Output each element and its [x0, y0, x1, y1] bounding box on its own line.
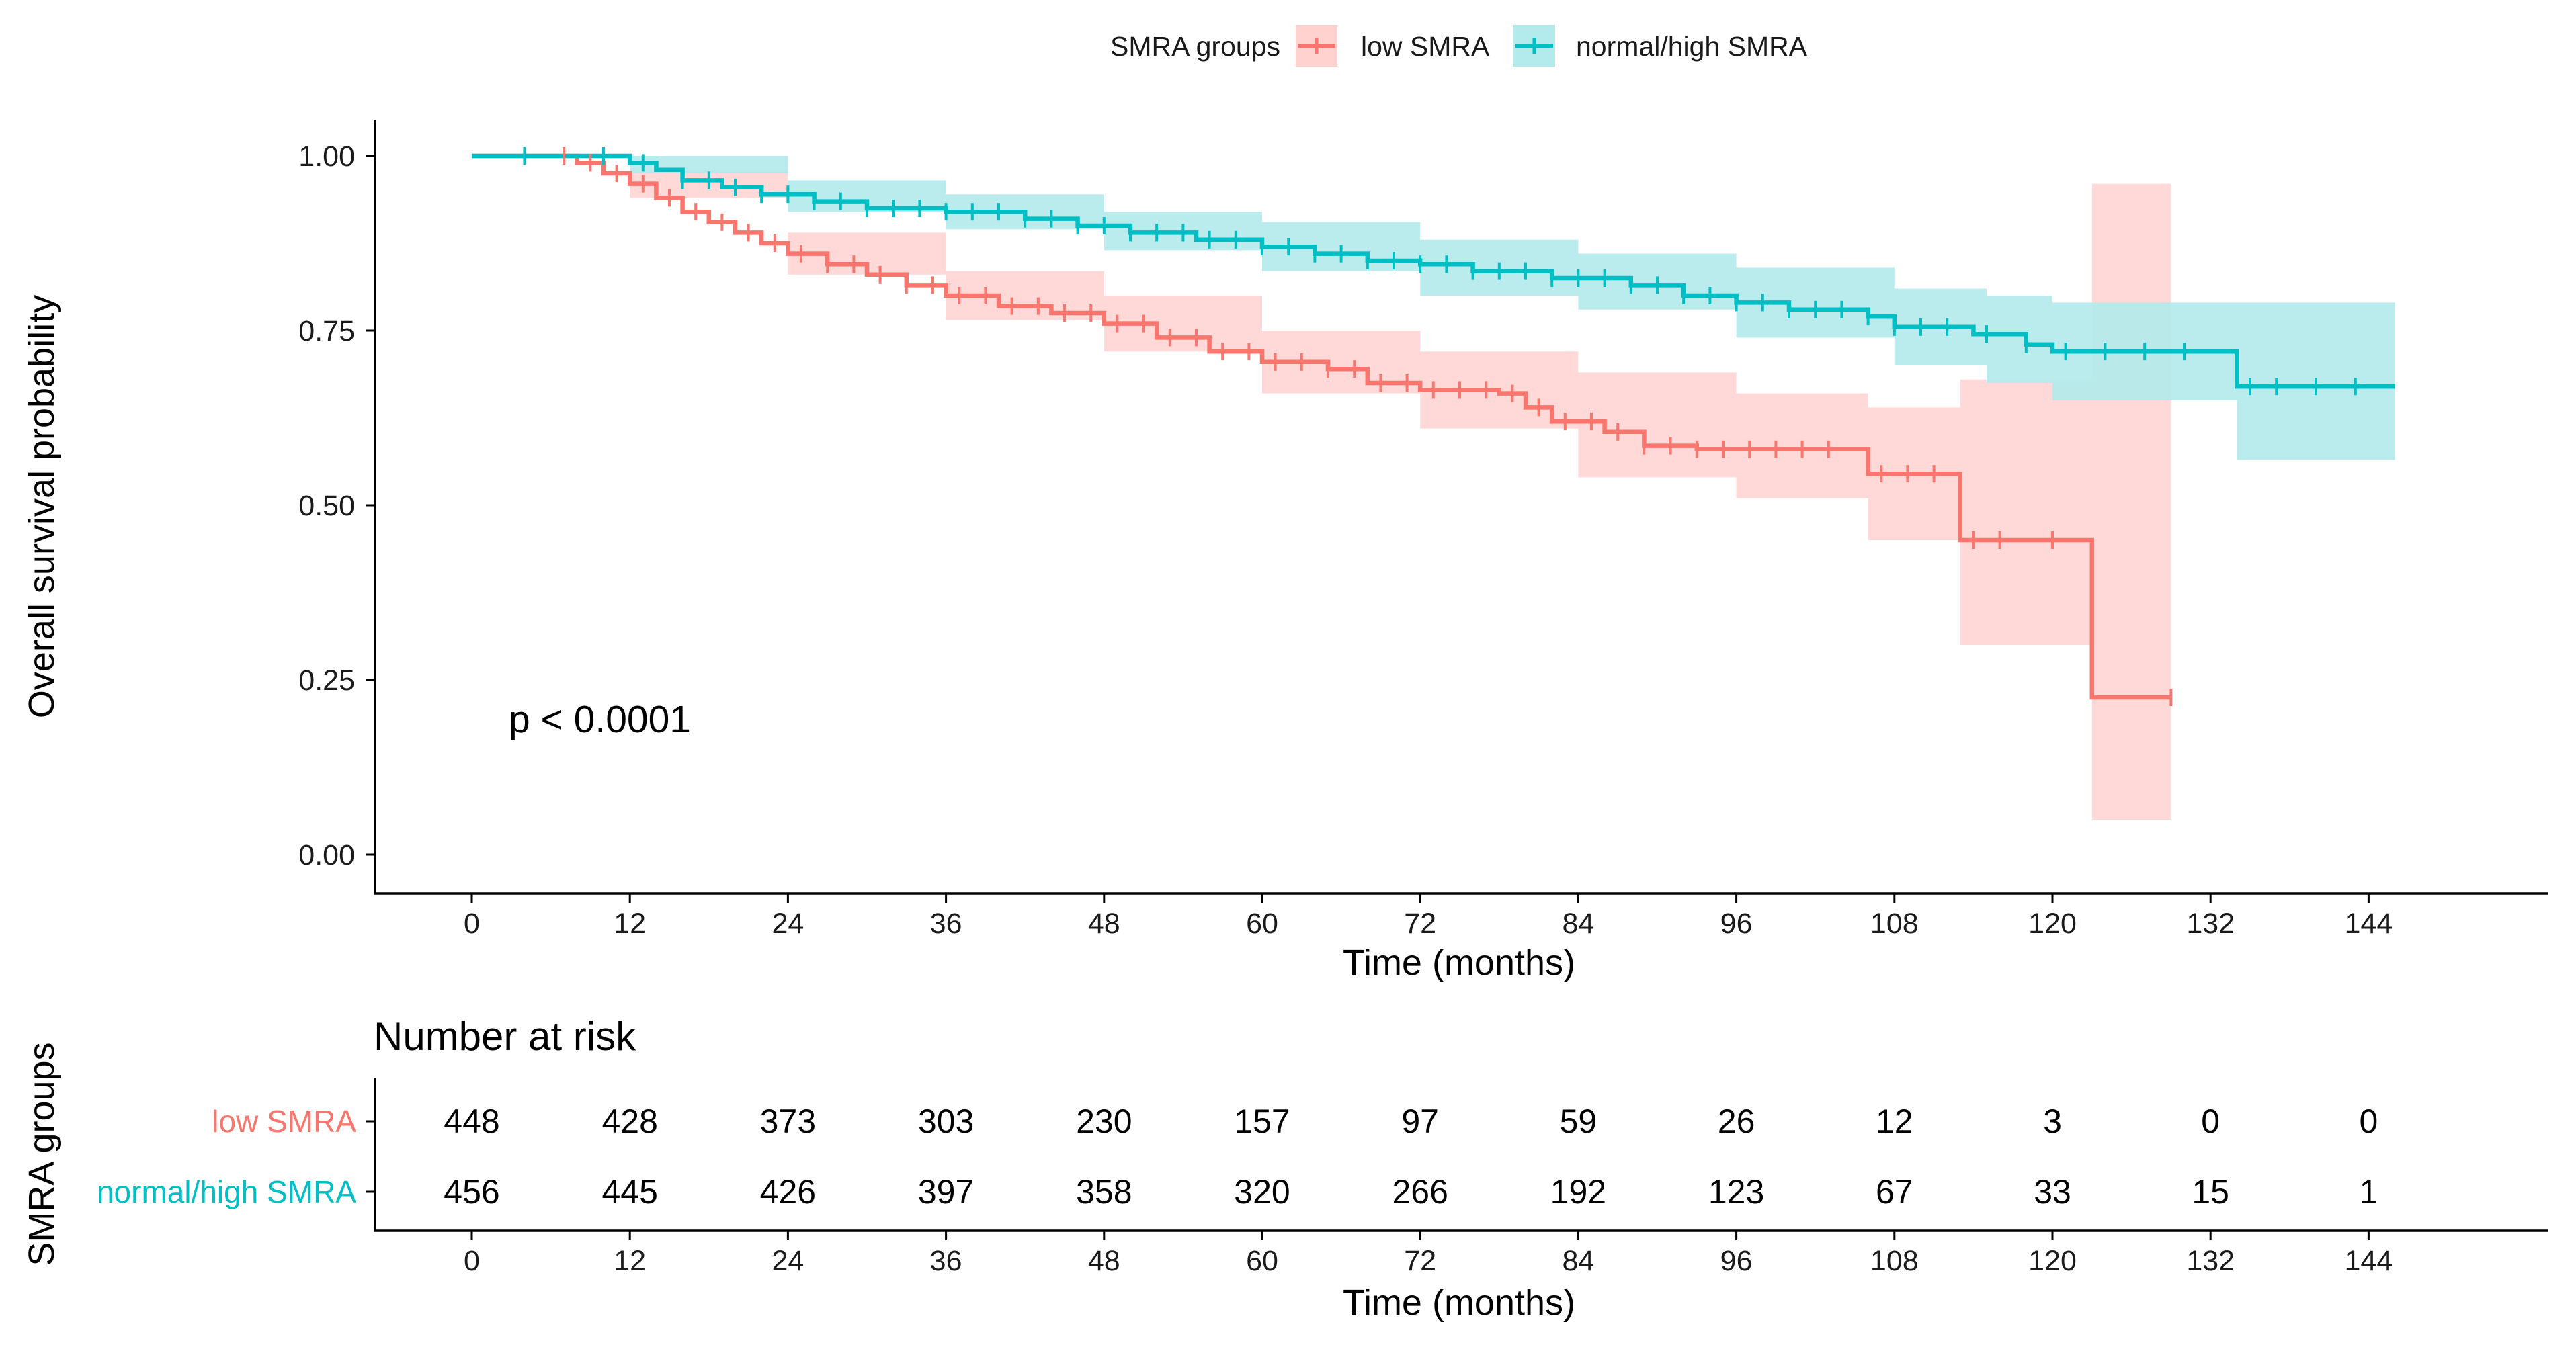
x-tick-label: 108: [1870, 908, 1919, 940]
x-tick-label: 120: [2028, 908, 2077, 940]
x-tick-label: 144: [2345, 908, 2393, 940]
ci-band-normal-high-smra: [472, 156, 2395, 460]
x-tick-label: 60: [1246, 908, 1278, 940]
x-tick-label: 132: [2186, 908, 2235, 940]
x-tick-label: 24: [772, 908, 804, 940]
risk-cell-normal-high-smra: 33: [2034, 1173, 2071, 1211]
legend-label-low: low SMRA: [1361, 31, 1490, 62]
confidence-bands: [472, 156, 2395, 820]
risk-cell-low-smra: 448: [444, 1102, 499, 1140]
risk-cell-normal-high-smra: 320: [1234, 1173, 1290, 1211]
risk-cell-normal-high-smra: 397: [918, 1173, 974, 1211]
risk-x-tick-label: 132: [2186, 1245, 2235, 1277]
risk-cell-low-smra: 12: [1876, 1102, 1913, 1140]
y-tick-label: 0.75: [298, 315, 355, 347]
p-value-annotation: p < 0.0001: [509, 698, 691, 741]
risk-cell-normal-high-smra: 358: [1076, 1173, 1132, 1211]
risk-table-y-title: SMRA groups: [22, 1042, 62, 1266]
x-tick-label: 72: [1404, 908, 1436, 940]
legend-label-normal-high: normal/high SMRA: [1576, 31, 1808, 62]
risk-table-x-title: Time (months): [1343, 1283, 1575, 1323]
risk-cell-low-smra: 373: [760, 1102, 816, 1140]
ci-band-low-smra: [472, 156, 2171, 820]
risk-table-x-ticks: 0 12 24 36 48 60 72 84 96 108 120 132 144: [464, 1231, 2393, 1277]
risk-row-label-normal-high-smra: normal/high SMRA: [97, 1174, 356, 1209]
risk-x-tick-label: 24: [772, 1245, 804, 1277]
x-axis-title: Time (months): [1343, 943, 1575, 983]
legend-key-low: [1296, 25, 1337, 67]
x-tick-label: 48: [1088, 908, 1120, 940]
risk-x-tick-label: 108: [1870, 1245, 1919, 1277]
risk-x-tick-label: 72: [1404, 1245, 1436, 1277]
x-tick-label: 0: [464, 908, 480, 940]
risk-cell-low-smra: 0: [2359, 1102, 2378, 1140]
risk-table-title: Number at risk: [374, 1014, 636, 1059]
censor-marks: [523, 147, 2357, 706]
x-tick-label: 96: [1720, 908, 1753, 940]
risk-x-tick-label: 36: [930, 1245, 962, 1277]
risk-cell-low-smra: 97: [1401, 1102, 1439, 1140]
risk-cell-low-smra: 157: [1234, 1102, 1290, 1140]
risk-cell-normal-high-smra: 1: [2359, 1173, 2378, 1211]
y-axis-ticks: 0.00 0.25 0.50 0.75 1.00: [298, 140, 375, 871]
legend-title: SMRA groups: [1110, 31, 1280, 62]
risk-cell-normal-high-smra: 123: [1708, 1173, 1764, 1211]
risk-cell-low-smra: 0: [2201, 1102, 2220, 1140]
y-tick-label: 1.00: [298, 140, 355, 173]
x-tick-label: 12: [614, 908, 646, 940]
risk-cell-low-smra: 303: [918, 1102, 974, 1140]
risk-cell-normal-high-smra: 456: [444, 1173, 499, 1211]
y-tick-label: 0.00: [298, 839, 355, 871]
risk-table-rows: low SMRA 448 428 373 303 230 157 97 59 26 12 3 0 0nor…: [97, 1102, 2378, 1211]
risk-x-tick-label: 84: [1562, 1245, 1594, 1277]
risk-x-tick-label: 96: [1720, 1245, 1753, 1277]
risk-x-tick-label: 60: [1246, 1245, 1278, 1277]
risk-cell-normal-high-smra: 445: [601, 1173, 657, 1211]
y-tick-label: 0.25: [298, 664, 355, 697]
risk-x-tick-label: 12: [614, 1245, 646, 1277]
risk-row-label-low-smra: low SMRA: [212, 1104, 356, 1139]
risk-x-tick-label: 120: [2028, 1245, 2077, 1277]
risk-cell-low-smra: 428: [601, 1102, 657, 1140]
y-tick-label: 0.50: [298, 490, 355, 522]
risk-cell-low-smra: 3: [2043, 1102, 2062, 1140]
legend-key-normal-high: [1513, 25, 1555, 67]
risk-table: Number at risk low SMRA 448 428 373 303 230 15…: [22, 1014, 2548, 1323]
survival-plot: 0.00 0.25 0.50 0.75 1.00 0 12 24 36 48 60 72 84 96 10…: [22, 120, 2548, 983]
risk-cell-low-smra: 59: [1560, 1102, 1597, 1140]
risk-cell-low-smra: 230: [1076, 1102, 1132, 1140]
x-axis-ticks: 0 12 24 36 48 60 72 84 96 108 120 132 144: [464, 894, 2393, 940]
risk-x-tick-label: 144: [2345, 1245, 2393, 1277]
risk-cell-normal-high-smra: 192: [1550, 1173, 1606, 1211]
risk-x-tick-label: 0: [464, 1245, 480, 1277]
risk-cell-normal-high-smra: 67: [1876, 1173, 1913, 1211]
risk-cell-normal-high-smra: 15: [2192, 1173, 2229, 1211]
risk-cell-low-smra: 26: [1718, 1102, 1755, 1140]
legend: SMRA groups low SMRA normal/high SMRA: [1110, 25, 1808, 67]
risk-cell-normal-high-smra: 426: [760, 1173, 816, 1211]
x-tick-label: 84: [1562, 908, 1594, 940]
risk-cell-normal-high-smra: 266: [1392, 1173, 1448, 1211]
risk-x-tick-label: 48: [1088, 1245, 1120, 1277]
y-axis-title: Overall survival probability: [22, 295, 62, 718]
x-tick-label: 36: [930, 908, 962, 940]
